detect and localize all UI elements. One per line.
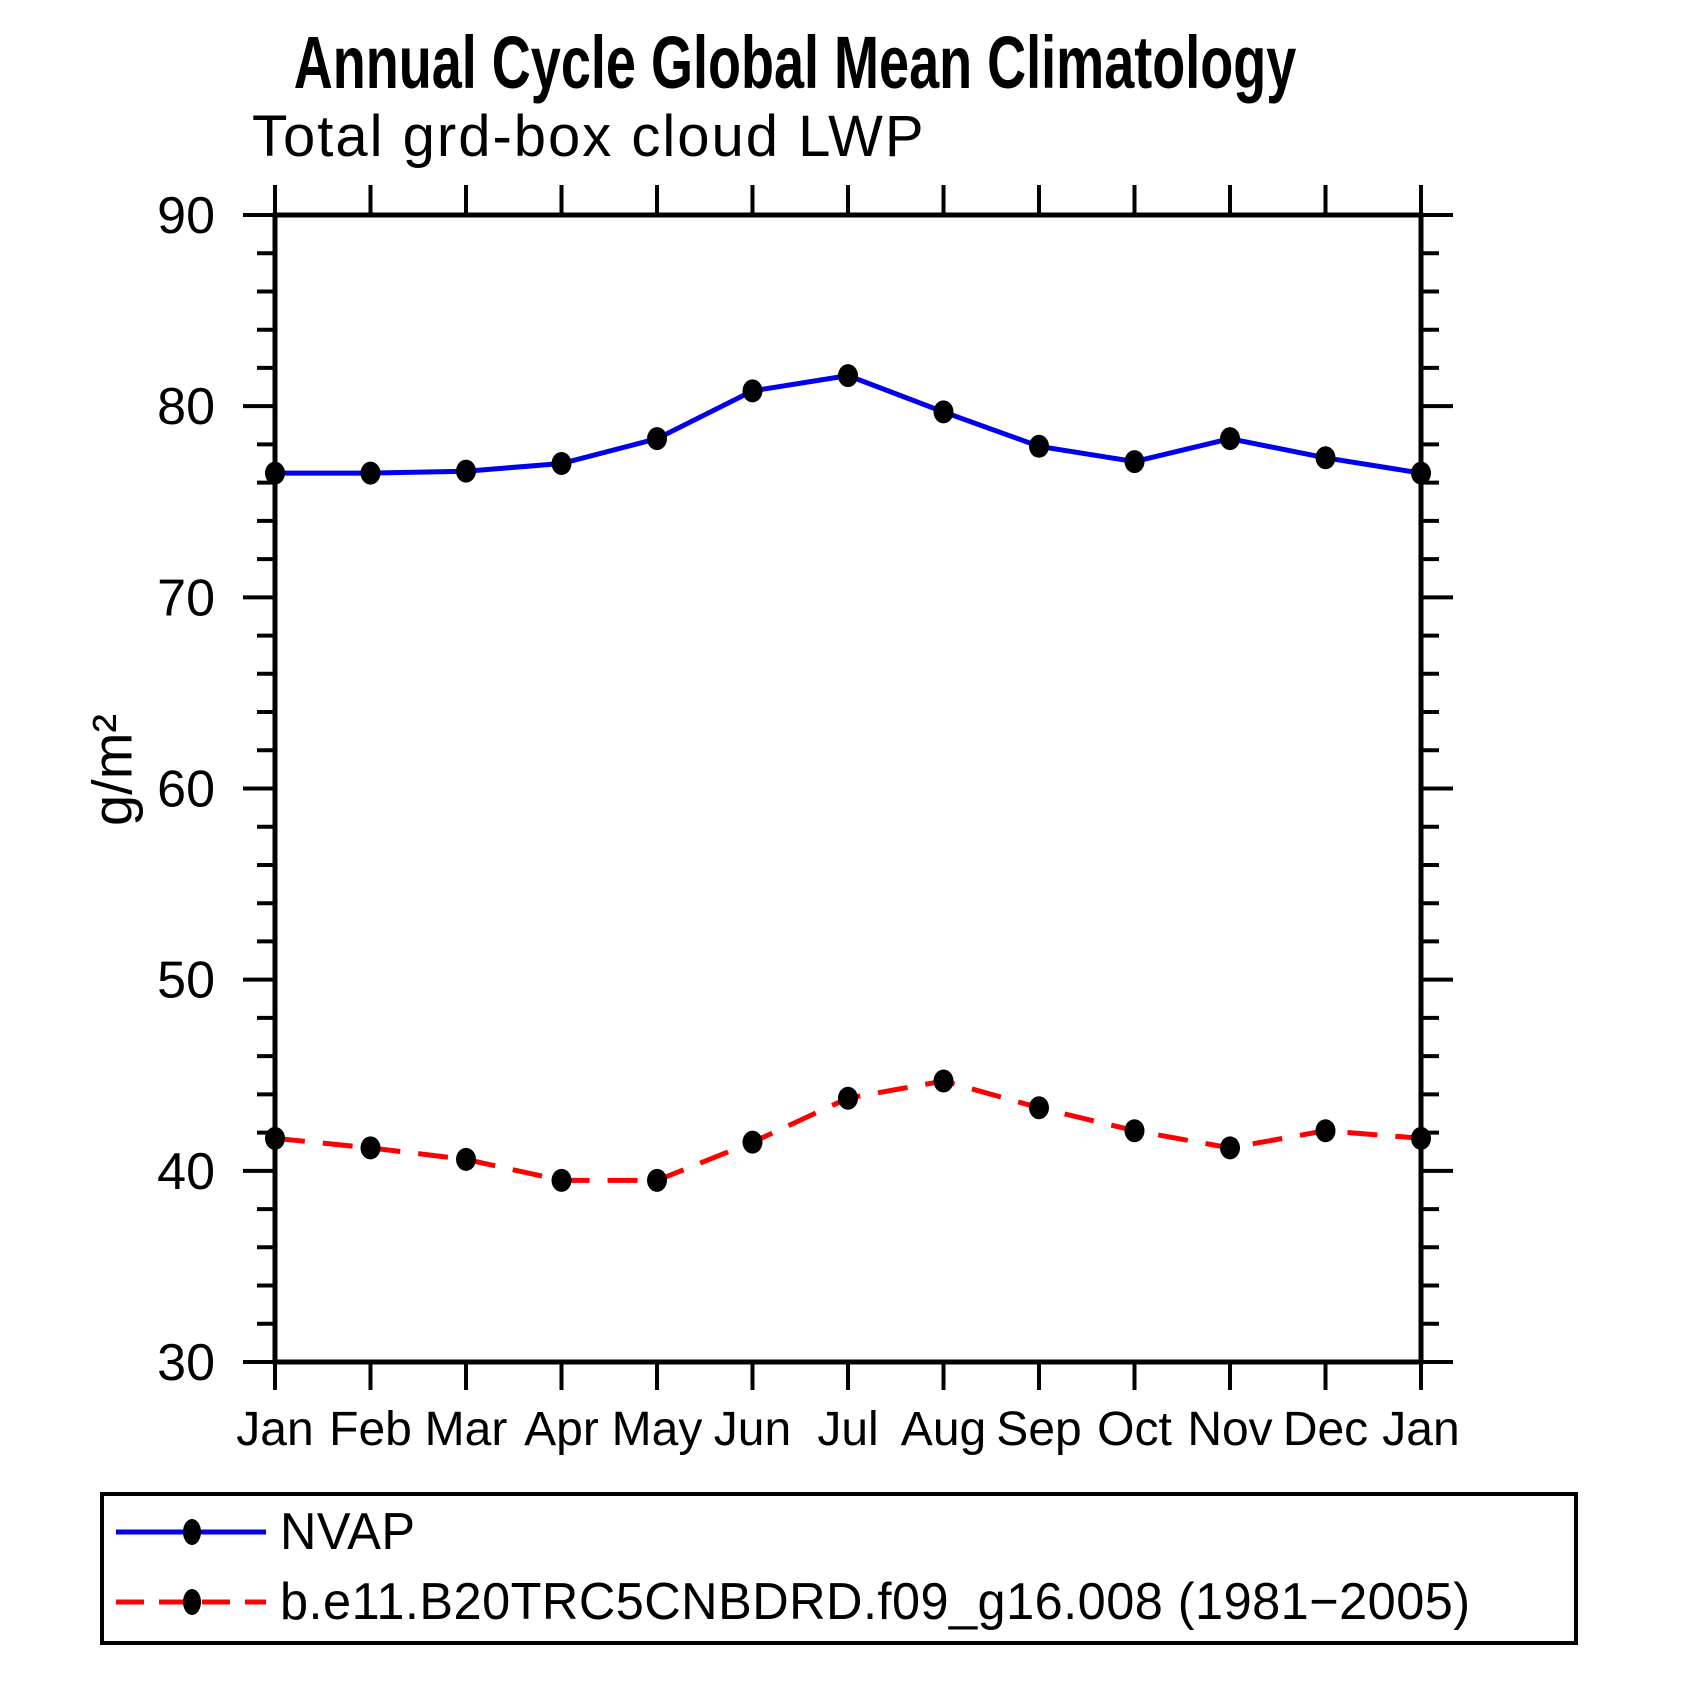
data-point <box>838 1086 858 1110</box>
x-tick-label: Jun <box>714 1403 791 1456</box>
legend-swatch-solid-line <box>116 1519 266 1545</box>
data-point <box>1124 450 1145 474</box>
y-tick-label: 50 <box>157 952 215 1010</box>
x-tick-label: Jan <box>236 1403 313 1456</box>
x-tick-label: Dec <box>1283 1403 1368 1456</box>
legend-label-nvap: NVAP <box>280 1503 416 1561</box>
y-tick-label: 40 <box>157 1143 215 1201</box>
data-point <box>551 452 572 476</box>
y-tick-label: 70 <box>157 569 215 627</box>
data-point <box>647 427 667 451</box>
data-point <box>933 1069 954 1093</box>
y-tick-labels: 30 40 50 60 70 80 90 <box>157 187 215 1392</box>
x-tick-label: Mar <box>425 1403 508 1456</box>
chart-subtitle: Total grd-box cloud LWP <box>252 104 926 169</box>
data-point <box>1124 1119 1145 1143</box>
legend-box: NVAP b.e11.B20TRC5CNBDRD.f09_g16.008 (19… <box>100 1492 1578 1645</box>
data-point <box>1411 1126 1431 1150</box>
x-tick-label: Oct <box>1097 1403 1172 1456</box>
data-point <box>742 1130 763 1154</box>
series-markers-nvap <box>265 364 1431 485</box>
y-tick-label: 60 <box>157 761 215 819</box>
data-point <box>360 461 381 485</box>
data-point <box>647 1168 667 1192</box>
data-point <box>265 461 285 485</box>
data-point <box>1220 1136 1240 1160</box>
x-tick-label: Aug <box>901 1403 986 1456</box>
x-tick-label: Feb <box>329 1403 412 1456</box>
chart-title: Annual Cycle Global Mean Climatology <box>293 21 1297 104</box>
x-tick-labels: Jan Feb Mar Apr May Jun Jul Aug Sep Oct Nov Dec Jan <box>236 1403 1459 1456</box>
data-point <box>265 1126 285 1150</box>
x-tick-label: Apr <box>524 1403 599 1456</box>
data-point <box>551 1168 572 1192</box>
x-tick-label: Sep <box>996 1403 1081 1456</box>
data-point <box>1220 427 1240 451</box>
data-point <box>1029 1096 1049 1120</box>
data-point <box>1411 461 1431 485</box>
data-point <box>456 1147 476 1171</box>
x-tick-label: Nov <box>1187 1403 1272 1456</box>
y-tick-label: 30 <box>157 1334 215 1392</box>
data-point <box>360 1136 381 1160</box>
data-point <box>1315 1119 1336 1143</box>
data-point <box>1315 446 1336 470</box>
chart-plot-area: 30 40 50 60 70 80 90 Jan Feb Mar Apr May Jun Jul Aug Se… <box>157 185 1460 1456</box>
legend-entry-nvap: NVAP <box>114 1501 420 1563</box>
data-point <box>933 400 954 424</box>
x-tick-label: May <box>612 1403 703 1456</box>
series-markers-model <box>265 1069 1431 1192</box>
data-point <box>838 364 858 388</box>
legend-swatch-dashed-line <box>116 1589 266 1615</box>
legend-label-model: b.e11.B20TRC5CNBDRD.f09_g16.008 (1981−20… <box>280 1573 1471 1631</box>
x-tick-label: Jan <box>1382 1403 1459 1456</box>
data-point <box>742 379 763 403</box>
data-point <box>456 459 476 483</box>
y-tick-label: 80 <box>157 378 215 436</box>
x-tick-label: Jul <box>817 1403 878 1456</box>
y-tick-label: 90 <box>157 187 215 245</box>
axis-ticks <box>243 185 1453 1390</box>
data-point <box>1029 434 1049 458</box>
legend-entry-model: b.e11.B20TRC5CNBDRD.f09_g16.008 (1981−20… <box>114 1571 1507 1633</box>
series-line-nvap <box>275 373 1422 476</box>
